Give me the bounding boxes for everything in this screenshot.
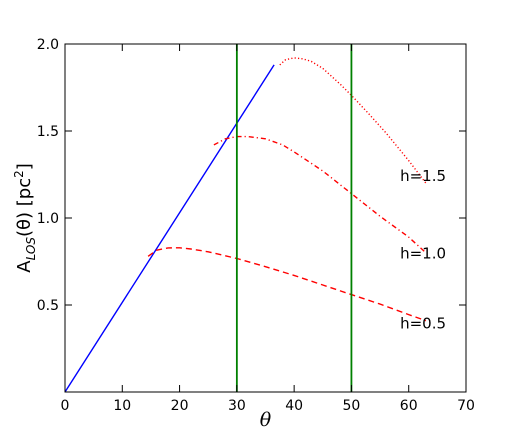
- curve-label-h=1.0: h=1.0: [400, 245, 446, 263]
- vertical-lines: [235, 44, 353, 392]
- y-axis-label-part: LOS: [24, 237, 38, 261]
- x-tick-label: 40: [285, 398, 303, 414]
- x-tick-label: 20: [171, 398, 189, 414]
- series-line-blue-0: [64, 64, 275, 393]
- y-axis-label-part: ]: [14, 163, 35, 170]
- annotations: h=1.5 h=1.0 h=0.5: [400, 167, 446, 332]
- x-axis-label: θ: [260, 409, 272, 431]
- y-tick-label: 1.5: [37, 124, 59, 140]
- y-axis-label-part: A: [14, 260, 35, 273]
- curve-label-h=1.5: h=1.5: [400, 167, 446, 185]
- curve-label-h=0.5: h=0.5: [400, 314, 446, 332]
- plot-frame: [64, 43, 467, 393]
- x-tick-label: 70: [457, 398, 475, 414]
- series-layer: [64, 57, 427, 393]
- x-tick-label: 60: [400, 398, 418, 414]
- series-line-h=1.0: [213, 135, 427, 254]
- x-tick-label: 0: [61, 398, 70, 414]
- y-tick-label: 1.0: [37, 211, 59, 227]
- ticks: 0 10 20 30 40 50 60 70 0.5 1.0 1.5 2.0: [37, 37, 475, 414]
- y-axis-label-part: 2: [12, 170, 26, 178]
- y-tick-label: 2.0: [37, 37, 59, 53]
- y-axis-label: ALOS(θ) [pc2]: [12, 163, 38, 273]
- y-axis-label-part: (θ) [pc: [14, 178, 35, 237]
- series-line-h=1.5: [279, 57, 427, 184]
- x-tick-label: 50: [343, 398, 361, 414]
- series-line-h=0.5: [147, 247, 427, 322]
- x-tick-label: 10: [113, 398, 131, 414]
- y-tick-label: 0.5: [37, 298, 59, 314]
- x-tick-label: 30: [228, 398, 246, 414]
